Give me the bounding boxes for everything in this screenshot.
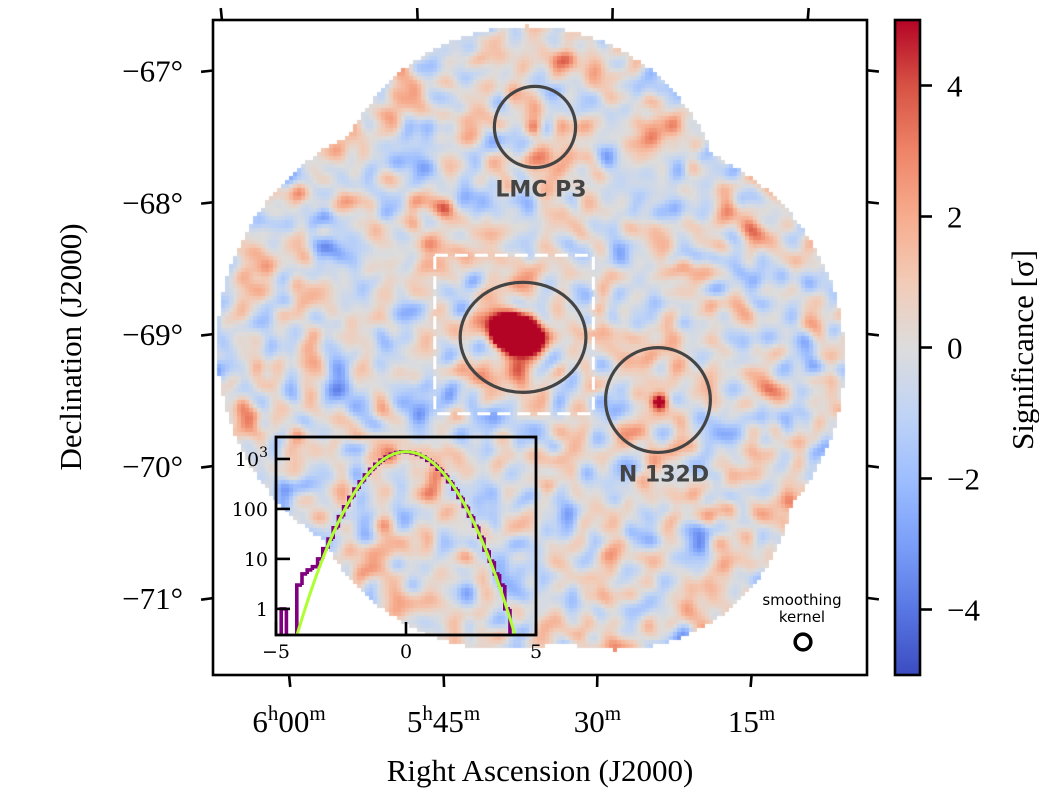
region-lmc-p3 — [492, 84, 578, 170]
inset-x-tick-label: 5 — [530, 641, 542, 663]
histogram-inset-frame — [274, 435, 538, 637]
colorbar-tick-label: 0 — [947, 331, 963, 366]
histogram-bin — [305, 568, 313, 574]
main-axes-frame — [211, 18, 869, 677]
histogram-bins — [279, 450, 512, 635]
x-axis-label: Right Ascension (J2000) — [387, 753, 694, 788]
region-central-region — [458, 280, 588, 394]
x-tick-label-text: 15 — [728, 704, 759, 739]
colorbar-tick-label: −4 — [947, 593, 980, 628]
y-tick-label: −67° — [122, 54, 183, 89]
inset-y-tick-label-text: 1 — [256, 599, 268, 621]
x-tick-label: 6h00m — [252, 701, 325, 739]
inset-y-tick-label: 100 — [232, 499, 268, 521]
x-tick-label-superscript: m — [309, 701, 325, 725]
x-tick-label-superscript: m — [759, 701, 775, 725]
smoothing-kernel-label-line1: smoothing — [762, 591, 841, 609]
colorbar-tick-label: −2 — [947, 462, 980, 497]
y-tick-label: −71° — [122, 581, 183, 616]
x-tick-bottom — [287, 674, 292, 688]
gaussian-fit-line — [295, 450, 517, 635]
region-label-lmc-p3: LMC P3 — [495, 178, 586, 203]
y-tick-left — [200, 464, 214, 469]
y-tick-label: −69° — [122, 317, 183, 352]
x-tick-bottom — [749, 674, 753, 688]
smoothing-kernel: smoothing kernel — [762, 591, 842, 652]
y-tick-right — [866, 464, 880, 469]
region-n132d — [603, 346, 712, 455]
x-tick-label-superscript: h — [422, 701, 433, 725]
inset-y-tick-label: 103 — [235, 445, 268, 471]
y-tick-left — [200, 332, 214, 337]
y-tick-left — [200, 596, 214, 601]
x-tick-top — [806, 7, 811, 21]
x-tick-label: 5h45m — [407, 701, 480, 739]
histogram-bin — [310, 564, 318, 570]
y-tick-right — [866, 332, 880, 337]
region-layer: LMC P3 N 132D — [433, 84, 712, 487]
inset-x-tick-label: −5 — [262, 641, 290, 663]
y-tick-label: −68° — [122, 185, 183, 220]
colorbar: 4 2 0 −2 −4 — [893, 18, 980, 677]
x-tick-top — [219, 7, 224, 21]
inset-y-tick-label-exponent: 3 — [259, 445, 268, 461]
x-tick-label: 15m — [728, 701, 775, 739]
inset-y-tick-label-text: 10 — [235, 449, 259, 471]
colorbar-bar — [893, 18, 922, 677]
inset-x-tick-label: 0 — [400, 641, 412, 663]
y-tick-right — [866, 68, 880, 73]
x-tick-label-superscript: m — [605, 701, 621, 725]
x-tick-label-superscript: m — [464, 701, 480, 725]
colorbar-tick-label: 4 — [947, 69, 963, 104]
histogram-bin — [300, 572, 308, 586]
colorbar-tick-label: 2 — [947, 200, 963, 235]
x-tick-label-text: 30 — [574, 704, 605, 739]
histogram-bin — [497, 573, 505, 587]
significance-map — [213, 20, 867, 675]
x-tick-label-superscript: h — [268, 701, 279, 725]
inset-y-tick-label: 10 — [244, 549, 268, 571]
smoothing-kernel-label-line2: kernel — [779, 608, 825, 626]
colorbar-label: Significance [σ] — [1005, 250, 1039, 450]
region-label-n132d: N 132D — [619, 462, 709, 487]
zoom-box — [433, 253, 595, 416]
inset-y-tick-label-text: 10 — [244, 549, 268, 571]
x-tick-label-text: 5 — [407, 704, 423, 739]
y-tick-left — [200, 69, 214, 74]
histogram-bin — [284, 608, 289, 635]
inset-y-tick-label: 1 — [256, 599, 268, 621]
y-tick-right — [866, 596, 880, 601]
x-tick-label-text: 6 — [252, 704, 268, 739]
main-axes: 6h00m 5h45m 30m 15m−67°−68°−69°−70°−71° — [122, 7, 880, 739]
y-tick-right — [866, 200, 880, 205]
inset-y-tick-label-text: 100 — [232, 499, 268, 521]
smoothing-kernel-circle — [793, 632, 813, 652]
x-tick-label-text: 45 — [433, 704, 464, 739]
y-tick-label: −70° — [122, 449, 183, 484]
y-tick-left — [200, 200, 214, 205]
y-axis-label: Declination (J2000) — [53, 223, 88, 470]
x-tick-label-text: 00 — [278, 704, 309, 739]
x-tick-label: 30m — [574, 701, 621, 739]
histogram-bin — [295, 583, 302, 635]
